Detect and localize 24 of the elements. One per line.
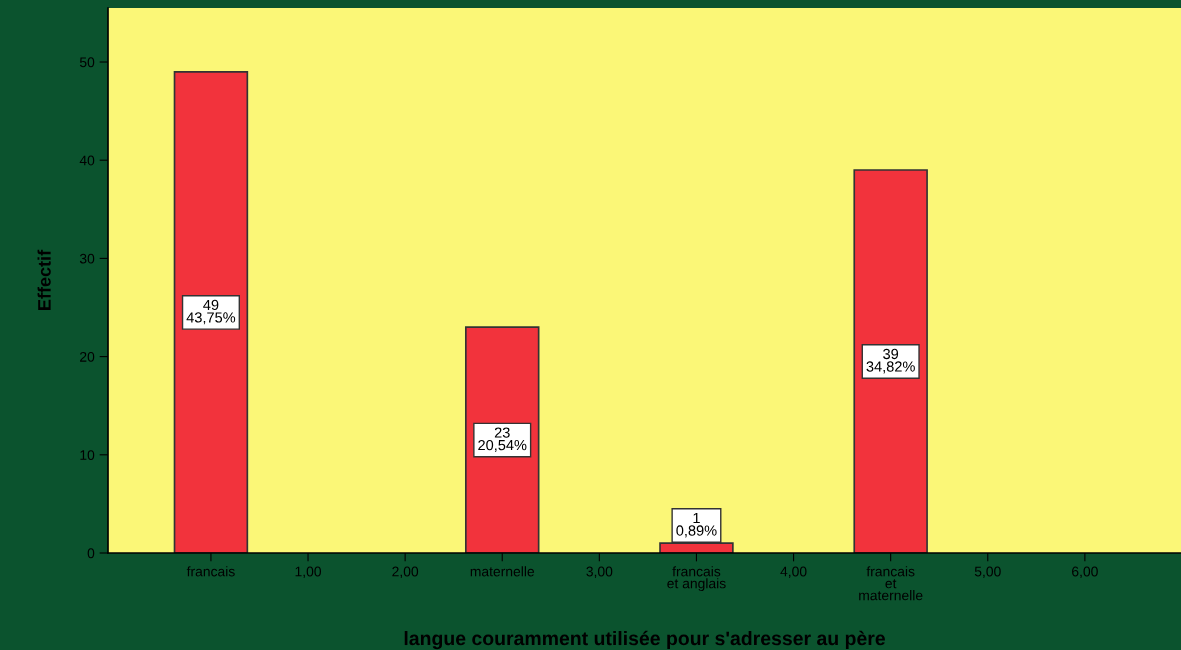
x-tick-label: francais et maternelle xyxy=(859,566,923,601)
x-tick-label: 4,00 xyxy=(780,566,807,579)
y-tick-label: 10 xyxy=(80,450,95,460)
data-label: 1 0,89% xyxy=(676,512,717,538)
x-tick-label: 3,00 xyxy=(586,566,613,579)
x-tick-label: 6,00 xyxy=(1072,566,1098,579)
y-tick-label: 50 xyxy=(79,57,95,68)
x-tick-label: 1,00 xyxy=(295,566,322,579)
y-tick-label: 0 xyxy=(87,548,95,559)
y-axis-title: Effectif xyxy=(37,249,51,310)
x-axis-title: langue couramment utilisée pour s'adresser au père xyxy=(404,630,885,650)
data-label: 23 20,54% xyxy=(478,427,527,452)
bar xyxy=(853,169,928,553)
data-label: 39 34,82% xyxy=(866,348,915,374)
x-tick-label: maternelle xyxy=(470,566,535,577)
y-tick-label: 40 xyxy=(79,155,95,166)
x-tick-label: francais xyxy=(186,566,235,577)
y-tick-label: 30 xyxy=(79,253,95,264)
x-tick-label: francais et anglais xyxy=(667,566,726,592)
data-label: 49 43,75% xyxy=(186,299,236,325)
bar xyxy=(173,70,249,553)
x-tick-label: 2,00 xyxy=(392,566,419,579)
y-tick-label: 20 xyxy=(80,351,95,362)
x-tick-label: 5,00 xyxy=(974,566,1001,579)
